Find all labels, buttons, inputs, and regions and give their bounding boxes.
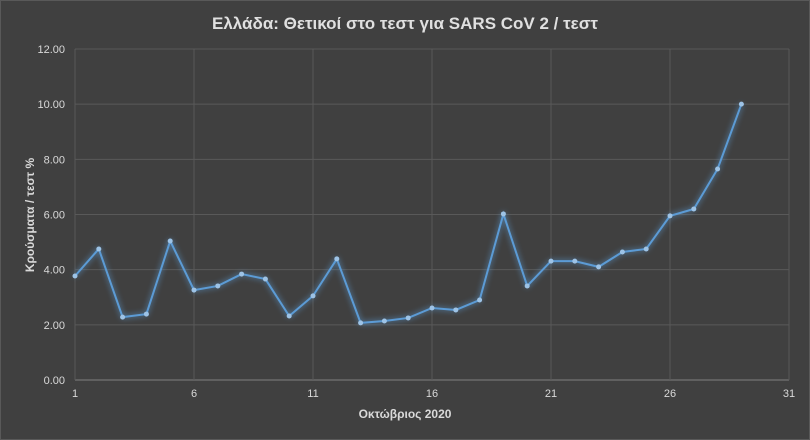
y-tick-label: 2.00: [44, 320, 65, 332]
data-point: [572, 258, 578, 264]
x-axis-label: Οκτώβριος 2020: [358, 407, 452, 421]
data-point: [191, 287, 197, 293]
data-point: [405, 315, 411, 321]
data-point: [429, 305, 435, 311]
y-tick-label: 10.00: [37, 99, 65, 111]
series-line: [74, 103, 743, 324]
data-point: [72, 273, 78, 279]
data-point: [120, 314, 126, 320]
data-point: [381, 318, 387, 324]
x-tick-label: 6: [191, 388, 197, 400]
y-tick-label: 6.00: [44, 210, 65, 222]
y-tick-label: 4.00: [44, 265, 65, 277]
x-tick-label: 21: [545, 388, 557, 400]
x-tick-label: 26: [664, 388, 676, 400]
x-tick-label: 1: [72, 388, 78, 400]
data-point: [500, 211, 506, 217]
x-tick-label: 11: [307, 388, 318, 400]
data-point: [619, 249, 625, 255]
data-point: [96, 246, 102, 252]
y-tick-label: 12.00: [37, 44, 65, 56]
chart-title: Ελλάδα: Θετικοί στο τεστ για SARS CoV 2 …: [212, 14, 598, 33]
data-point: [286, 313, 292, 319]
y-tick-label: 0.00: [44, 375, 65, 387]
data-point: [358, 320, 364, 326]
data-point: [143, 311, 149, 317]
data-point: [334, 256, 340, 262]
data-point: [715, 166, 721, 172]
data-point: [738, 101, 744, 107]
x-tick-label: 31: [783, 388, 795, 400]
y-tick-label: 8.00: [44, 154, 65, 166]
data-point: [548, 258, 554, 264]
data-point: [667, 213, 673, 219]
data-point: [310, 293, 316, 299]
data-point: [453, 307, 459, 313]
data-point: [643, 246, 649, 252]
data-point: [167, 238, 173, 244]
data-point: [477, 297, 483, 303]
data-point: [215, 283, 221, 289]
data-point: [239, 271, 245, 277]
x-tick-label: 16: [426, 388, 438, 400]
data-point: [524, 283, 530, 289]
data-point: [596, 264, 602, 270]
data-point: [691, 206, 697, 212]
data-point: [262, 276, 268, 282]
